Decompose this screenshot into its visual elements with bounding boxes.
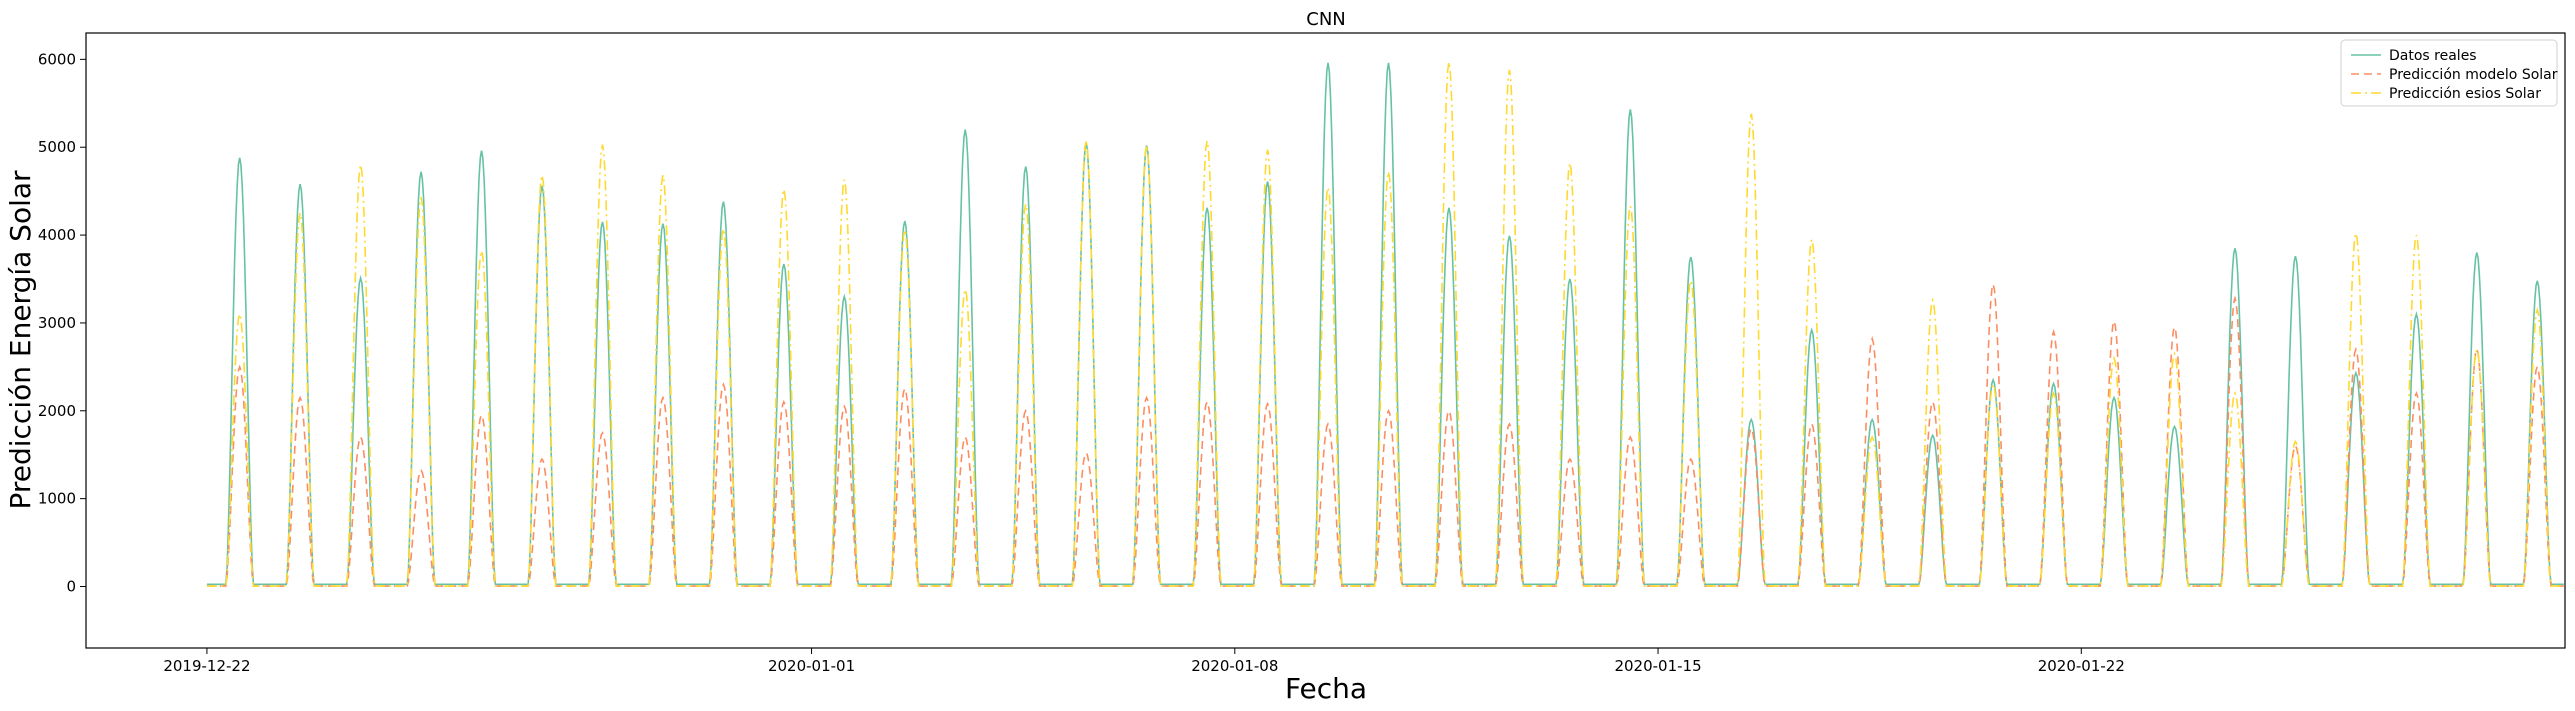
y-tick-label: 6000: [38, 50, 76, 68]
legend-box: [2340, 39, 2558, 107]
chart-title: CNN: [1306, 9, 1346, 30]
y-tick-label: 2000: [38, 402, 76, 420]
x-tick-label: 2020-01-01: [768, 657, 855, 675]
plot-frame: [85, 32, 2566, 649]
y-tick-label: 0: [66, 578, 76, 596]
x-axis-label: Fecha: [1285, 672, 1367, 705]
y-axis-label: Predicción Energía Solar: [4, 170, 37, 510]
x-tick-label: 2020-01-15: [1614, 657, 1701, 675]
plot-area: [206, 61, 2564, 587]
x-tick-label: 2020-01-08: [1191, 657, 1278, 675]
legend-label: Datos reales: [2389, 48, 2477, 64]
y-tick-label: 3000: [38, 314, 76, 332]
series-line-2: [206, 284, 2564, 587]
legend: Datos reales Predicción modelo Solar Predi…: [2340, 39, 2558, 107]
legend-label: Predicción esios Solar: [2389, 86, 2541, 102]
y-axis: 0 1000 2000 3000 4000 5000 6000: [38, 50, 86, 596]
y-tick-label: 4000: [38, 226, 76, 244]
y-tick-label: 1000: [38, 490, 76, 508]
series-line-3: [206, 61, 2564, 587]
series-layer: [206, 61, 2564, 587]
x-tick-label: 2020-01-22: [2038, 657, 2125, 675]
x-axis: 2019-12-22 2020-01-01 2020-01-08 2020-01-15…: [163, 648, 2125, 675]
x-tick-label: 2019-12-22: [163, 657, 250, 675]
legend-label: Predicción modelo Solar: [2389, 67, 2558, 83]
y-tick-label: 5000: [38, 138, 76, 156]
series-line-1: [206, 62, 2564, 586]
